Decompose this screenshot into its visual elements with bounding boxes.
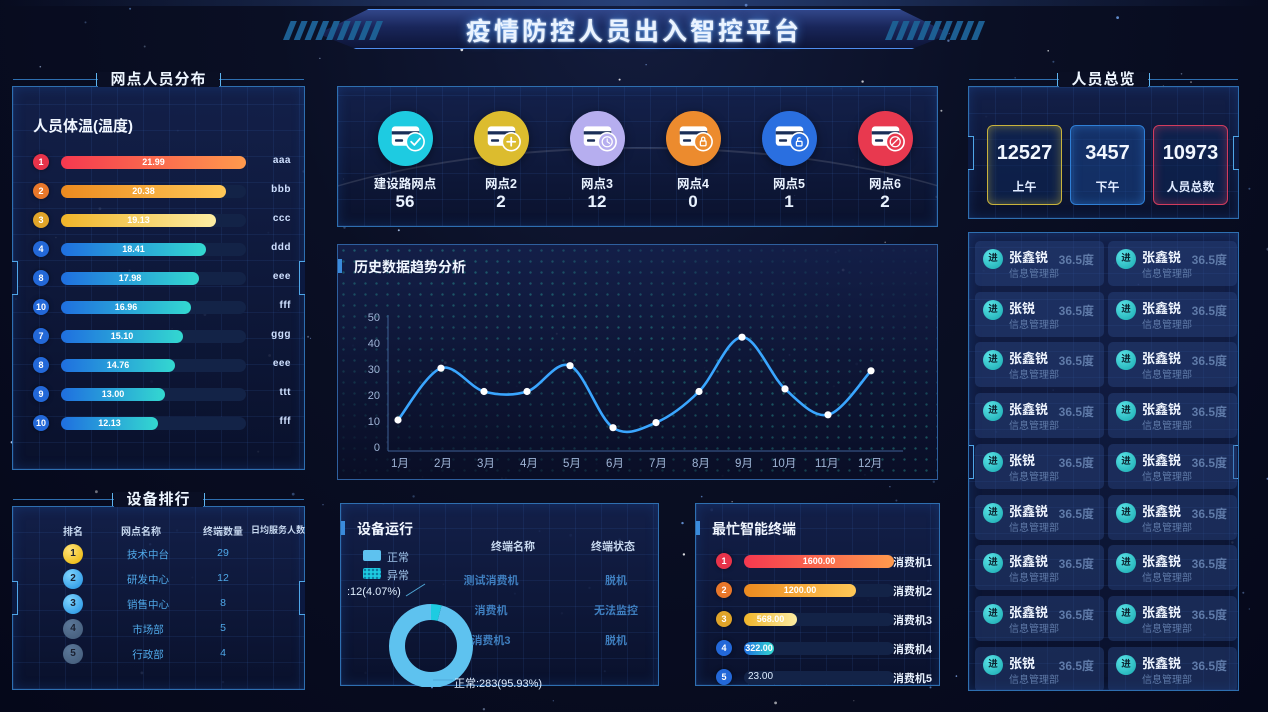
svg-text:1月: 1月 [391, 458, 409, 470]
svg-text:7月: 7月 [649, 458, 667, 470]
svg-text:8月: 8月 [692, 458, 710, 470]
svg-text:20: 20 [368, 390, 380, 402]
svg-text:0: 0 [374, 442, 380, 454]
svg-text:10: 10 [368, 416, 380, 428]
svg-text:9月: 9月 [735, 458, 753, 470]
svg-text:2月: 2月 [434, 458, 452, 470]
svg-text:50: 50 [368, 312, 380, 324]
svg-text:30: 30 [368, 364, 380, 376]
svg-text:10月: 10月 [772, 458, 796, 470]
svg-text:4月: 4月 [520, 458, 538, 470]
svg-text:11月: 11月 [815, 458, 838, 470]
svg-text:3月: 3月 [477, 458, 495, 470]
svg-text:12月: 12月 [858, 458, 882, 470]
svg-text:40: 40 [368, 338, 380, 350]
svg-text:6月: 6月 [606, 458, 624, 470]
svg-text:5月: 5月 [563, 458, 581, 470]
